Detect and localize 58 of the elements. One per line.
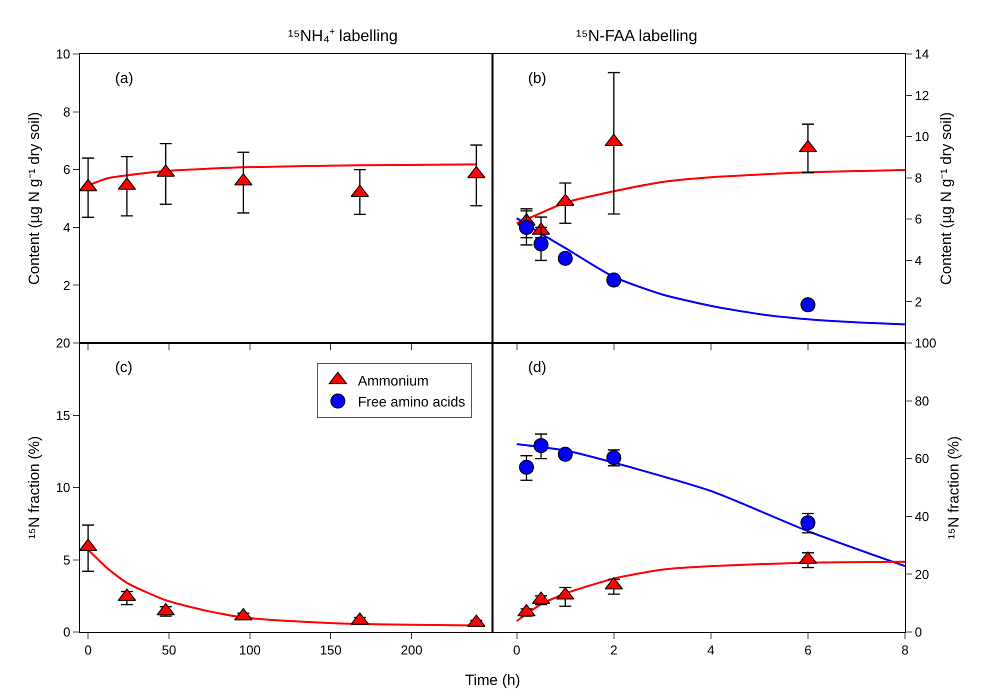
y-tick-label: 20 — [56, 336, 70, 351]
x-tick-label: 0 — [513, 642, 520, 658]
y-tick-label: 20 — [914, 566, 930, 582]
y-tick-label: 100 — [914, 336, 936, 351]
point — [467, 166, 486, 178]
y-tick-label: 4 — [63, 220, 70, 235]
y-axis-title: ¹⁵N fraction (%) — [26, 436, 44, 539]
x-tick-label: 100 — [239, 642, 261, 658]
y-tick-label: 10 — [56, 46, 70, 62]
y-tick-label: 2 — [63, 278, 70, 293]
x-tick-label: 150 — [320, 642, 342, 658]
y-tick-label: 40 — [914, 508, 930, 524]
y-tick-label: 60 — [914, 451, 930, 466]
y-tick-label: 5 — [63, 552, 70, 568]
y-tick-label: 8 — [914, 170, 922, 186]
line-series — [516, 169, 905, 224]
y-tick-label: 12 — [914, 88, 930, 103]
chart-title: ¹⁵NH₄⁺ labelling — [288, 28, 398, 45]
annotation: (d) — [528, 359, 546, 376]
x-tick-label: 6 — [804, 642, 812, 658]
legend-label: Free amino acids — [358, 393, 466, 410]
y-tick-label: 80 — [914, 393, 930, 408]
y-axis-title: ¹⁵N fraction (%) — [945, 436, 962, 539]
point — [518, 220, 534, 235]
y-tick-label: 6 — [63, 162, 70, 178]
point — [518, 460, 534, 475]
x-tick-label: 50 — [162, 642, 176, 658]
x-axis-title: Time (h) — [465, 672, 520, 689]
y-axis-title: Content (µg N g⁻¹ dry soil) — [26, 112, 44, 285]
y-axis-title: Content (µg N g⁻¹ dry soil) — [938, 112, 956, 285]
x-tick-label: 8 — [901, 642, 909, 658]
y-tick-label: 0 — [914, 624, 922, 640]
point — [800, 297, 816, 312]
y-tick-label: 6 — [914, 212, 922, 227]
legend-label: Ammonium — [358, 372, 429, 388]
y-tick-label: 15 — [56, 408, 70, 423]
chart-title: ¹⁵N-FAA labelling — [576, 28, 698, 45]
y-tick-label: 10 — [914, 129, 930, 144]
y-tick-label: 14 — [914, 46, 930, 62]
point — [606, 272, 622, 288]
point — [156, 164, 175, 177]
x-tick-label: 200 — [400, 642, 422, 658]
y-tick-label: 4 — [914, 252, 922, 268]
x-tick-label: 0 — [84, 642, 92, 658]
y-tick-label: 8 — [63, 104, 70, 120]
point — [558, 250, 573, 266]
y-tick-label: 2 — [914, 294, 922, 310]
y-tick-label: 0 — [63, 624, 70, 640]
x-tick-label: 4 — [707, 642, 714, 658]
point — [534, 438, 549, 454]
x-tick-label: 2 — [610, 642, 618, 658]
point — [556, 587, 574, 600]
annotation: (a) — [115, 70, 134, 87]
y-tick-label: 10 — [56, 480, 70, 496]
annotation: (c) — [115, 359, 132, 376]
point — [534, 236, 549, 252]
annotation: (b) — [528, 70, 546, 87]
point — [558, 446, 573, 462]
